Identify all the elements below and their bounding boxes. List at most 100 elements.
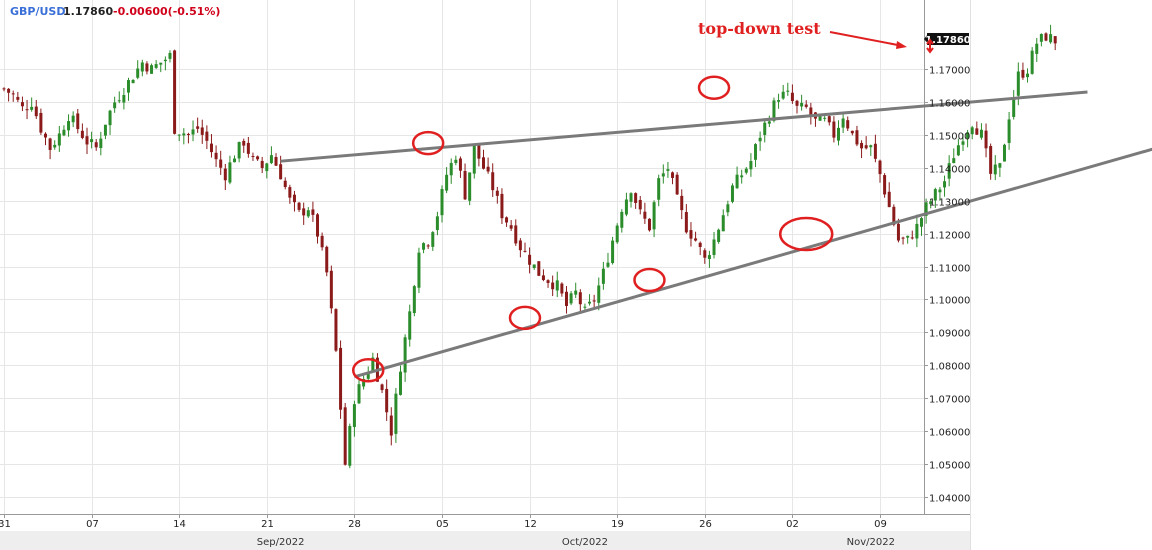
annotation-text: top-down test — [698, 19, 821, 38]
candle-up — [707, 255, 711, 259]
y-tick-label: 1.09000 — [929, 329, 970, 340]
candle-up — [869, 145, 873, 148]
candle-down — [186, 133, 190, 135]
last-price-marker: 1.17860 — [924, 33, 971, 54]
candle-down — [463, 170, 467, 200]
y-tick-label: 1.13000 — [929, 198, 970, 209]
candle-up — [233, 158, 237, 163]
x-tick-label: 21 — [261, 519, 274, 530]
candle-up — [62, 129, 66, 136]
candle-up — [947, 163, 951, 179]
candle-up — [1002, 144, 1006, 162]
candle-down — [242, 140, 246, 146]
candle-up — [841, 118, 845, 128]
candle-down — [223, 168, 227, 181]
candle-up — [823, 117, 827, 119]
candle-down — [855, 130, 859, 145]
candle-up — [735, 174, 739, 189]
candle-down — [200, 127, 204, 135]
candle-down — [288, 187, 292, 198]
candle-down — [864, 145, 868, 149]
candle-up — [408, 311, 412, 340]
candle-down — [896, 223, 900, 241]
candle-up — [182, 133, 186, 136]
candle-up — [657, 178, 661, 200]
candle-down — [634, 193, 638, 203]
candle-down — [196, 126, 200, 129]
annotation: top-down test — [698, 19, 907, 49]
x-tick-label: 19 — [611, 519, 624, 530]
candle-down — [505, 217, 509, 223]
candle-down — [214, 152, 218, 160]
candle-down — [795, 100, 799, 106]
candle-up — [772, 100, 776, 121]
chart-header: GBP/USD 1.17860 -0.00600(-0.51%) — [10, 5, 220, 18]
candle-down — [7, 88, 11, 93]
candle-up — [993, 164, 997, 175]
candle-up — [938, 189, 942, 193]
candle-up — [472, 145, 476, 174]
candle-down — [809, 107, 813, 116]
candle-up — [435, 216, 439, 231]
candle-up — [763, 122, 767, 135]
candle-down — [680, 195, 684, 211]
candle-down — [846, 120, 850, 129]
candle-down — [860, 142, 864, 149]
candle-up — [265, 163, 269, 172]
candle-down — [385, 388, 389, 413]
candle-down — [975, 128, 979, 135]
candle-up — [744, 168, 748, 173]
candle-down — [209, 143, 213, 153]
candle-up — [99, 138, 103, 148]
candle-down — [173, 50, 177, 134]
candle-down — [989, 146, 993, 174]
candle-down — [85, 136, 89, 145]
candle-down — [698, 242, 702, 248]
x-tick-label: 07 — [86, 519, 99, 530]
price-value: 1.17860 — [63, 5, 113, 18]
candle-down — [509, 225, 513, 229]
y-tick-label: 1.07000 — [929, 395, 970, 406]
candle-down — [564, 291, 568, 306]
x-tick-label: 14 — [173, 519, 186, 530]
candle-up — [113, 102, 117, 109]
candle-down — [2, 88, 6, 90]
candle-up — [269, 155, 273, 164]
candle-up — [629, 193, 633, 202]
annotation-arrow-line — [829, 31, 904, 47]
y-tick-label: 1.10000 — [929, 296, 970, 307]
candle-down — [684, 211, 688, 233]
candle-down — [546, 280, 550, 283]
candle-up — [440, 188, 444, 216]
candle-down — [827, 116, 831, 123]
candle-down — [518, 240, 522, 251]
candle-down — [850, 130, 854, 134]
candle-down — [94, 142, 98, 148]
candle-up — [237, 141, 241, 159]
y-tick-label: 1.17000 — [929, 66, 970, 77]
candle-down — [578, 292, 582, 305]
marked-touches — [351, 75, 834, 383]
candle-up — [159, 62, 163, 65]
candle-up — [601, 268, 605, 284]
candle-down — [671, 172, 675, 178]
last-price-box — [927, 33, 969, 45]
candle-up — [661, 173, 665, 177]
candle-up — [394, 393, 398, 434]
candle-up — [569, 293, 573, 304]
x-tick-label: 02 — [786, 519, 799, 530]
candle-up — [191, 129, 195, 135]
candle-up — [122, 95, 126, 103]
candle-down — [703, 250, 707, 258]
candle-up — [154, 64, 158, 68]
x-tick-label: 12 — [524, 519, 537, 530]
candle-up — [777, 100, 781, 102]
x-tick-label: 09 — [874, 519, 887, 530]
candle-down — [491, 172, 495, 191]
last-price-pointer — [924, 34, 928, 44]
y-tick-label: 1.12000 — [929, 231, 970, 242]
candle-down — [251, 155, 255, 157]
candle-up — [362, 378, 366, 387]
candle-down — [320, 235, 324, 248]
candle-down — [892, 206, 896, 225]
